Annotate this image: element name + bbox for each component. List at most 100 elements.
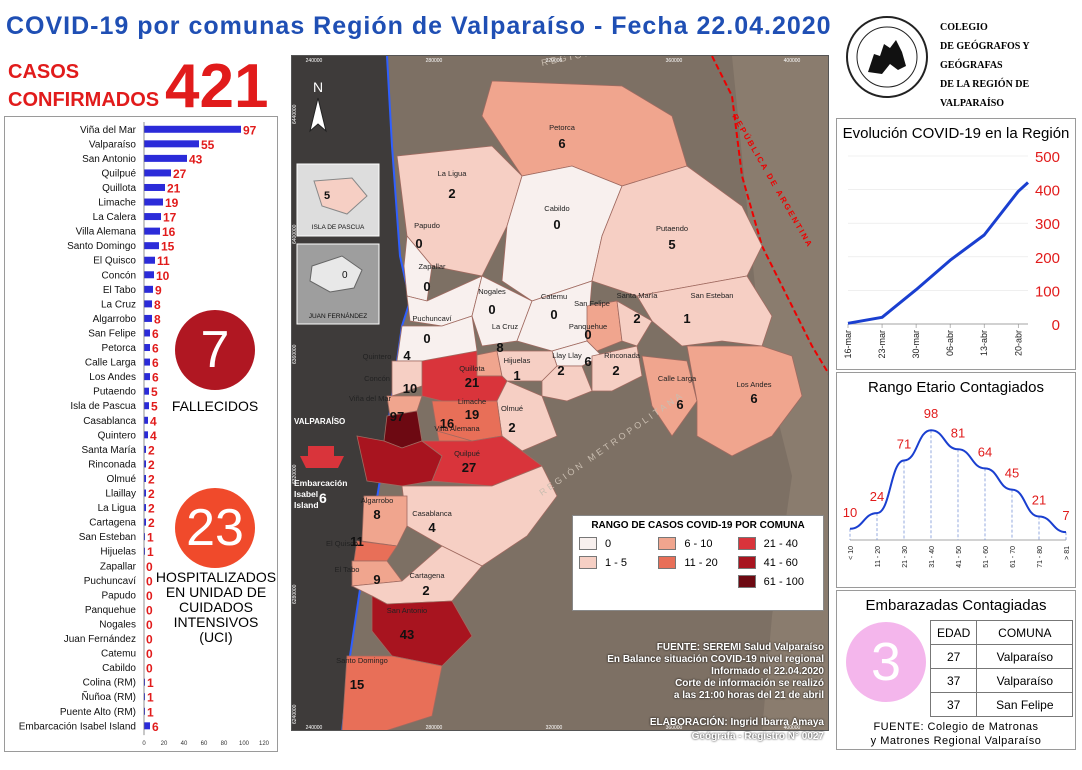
edad-value-label: 10	[843, 505, 857, 520]
legend-label: 1 - 5	[605, 556, 628, 569]
legend-item: 1 - 5	[579, 556, 658, 569]
legend-swatch	[737, 537, 756, 550]
bar	[144, 489, 146, 497]
comuna-name-label: Casablanca	[412, 509, 452, 518]
comuna-name-label: Rinconada	[604, 351, 641, 360]
legend-swatch	[737, 556, 756, 569]
comuna-name-label: Algarrobo	[361, 496, 394, 505]
evo-y-tick: 200	[1035, 250, 1060, 267]
bar-category-label: El Tabo	[103, 285, 137, 296]
bar-category-label: Algarrobo	[93, 314, 137, 325]
table-row: 27 Valparaíso	[929, 644, 1074, 669]
bar-category-label: Colina (RM)	[83, 678, 136, 689]
bar-value-label: 8	[154, 298, 161, 312]
bar-category-label: Petorca	[102, 343, 137, 354]
comuna-name-label: Quintero	[363, 352, 392, 361]
bar-value-label: 0	[146, 589, 153, 603]
source-line: FUENTE: SEREMI Salud Valparaíso	[656, 642, 824, 653]
bar-value-label: 9	[155, 283, 162, 297]
comuna-calle-larga[interactable]	[641, 355, 698, 437]
evo-y-tick: 300	[1035, 216, 1060, 233]
comuna-los-andes[interactable]	[686, 345, 803, 457]
bar-value-label: 0	[146, 574, 153, 588]
bar-value-label: 21	[167, 181, 181, 195]
legend-label: 0	[605, 537, 612, 550]
comuna-value-label: 0	[488, 302, 495, 317]
legend-swatch	[658, 556, 677, 569]
legend-item: 11 - 20	[658, 556, 737, 569]
bar-value-label: 17	[163, 211, 177, 225]
bar-value-label: 5	[151, 400, 158, 414]
edad-value-label: 64	[978, 444, 992, 459]
page-title: COVID-19 por comunas Región de Valparaís…	[6, 12, 832, 40]
legend-item: 41 - 60	[737, 556, 817, 569]
comuna-algarrobo[interactable]	[361, 495, 408, 547]
comuna-value-label: 0	[415, 236, 422, 251]
legend-swatch	[737, 575, 756, 588]
comuna-name-label: Limache	[458, 397, 486, 406]
bar-value-label: 4	[150, 414, 157, 428]
comuna-value-label: 15	[350, 677, 364, 692]
comuna-value-label: 10	[403, 381, 417, 396]
comuna-rinconada[interactable]	[591, 345, 643, 392]
comuna-value-label: 1	[683, 311, 690, 326]
comuna-name-label: Quillota	[459, 364, 485, 373]
bar-value-label: 2	[148, 458, 155, 472]
comuna-value-label: 6	[750, 391, 757, 406]
comuna-san-felipe[interactable]	[586, 300, 623, 352]
uci-label: HOSPITALIZADOS EN UNIDAD DE CUIDADOS INT…	[152, 570, 280, 645]
embarazadas-source: FUENTE: Colegio de Matronas y Matrones R…	[836, 720, 1076, 748]
bar-x-tick: 80	[221, 741, 228, 747]
comuna-value-label: 8	[373, 507, 380, 522]
bar-value-label: 4	[150, 429, 157, 443]
comuna-name-label: El Tabo	[335, 565, 360, 574]
bar-value-label: 0	[146, 603, 153, 617]
region-map[interactable]: Petorca 6 La Ligua 2 Cabildo 0 Putaendo 5 Papudo…	[291, 55, 829, 731]
legend-swatch	[579, 556, 597, 569]
north-label: N	[313, 79, 323, 95]
bar-value-label: 8	[154, 312, 161, 326]
evo-x-tick: 23-mar	[877, 330, 887, 359]
casos-label: CASOS CONFIRMADOS	[8, 58, 159, 114]
bar	[144, 416, 148, 424]
bar-category-label: Papudo	[102, 590, 137, 601]
map-source: FUENTE: SEREMI Salud Valparaíso En Balanc…	[556, 642, 824, 702]
bar-value-label: 15	[161, 240, 175, 254]
edad-value-label: 71	[897, 436, 911, 451]
comuna-name-label: Petorca	[549, 123, 576, 132]
comuna-name-label: Zapallar	[418, 262, 446, 271]
map-coord-bottom: 280000	[426, 725, 443, 731]
embarcacion-label: Island	[294, 500, 319, 510]
comuna-santo-domingo[interactable]	[341, 655, 443, 731]
comuna-value-label: 0	[553, 217, 560, 232]
edad-series-line	[849, 429, 1067, 534]
bar	[144, 358, 150, 366]
comuna-name-label: Nogales	[478, 287, 506, 296]
comuna-san-antonio[interactable]	[371, 595, 473, 667]
comuna-value-label: 43	[400, 627, 414, 642]
legend-swatch	[658, 537, 677, 550]
map-coord-top: 400000	[784, 58, 801, 64]
col-edad: EDAD	[929, 620, 978, 645]
north-arrow-icon	[309, 97, 327, 133]
bar-category-label: Olmué	[107, 474, 137, 485]
legend-item: 0	[579, 537, 658, 550]
edad-x-tick: 31 - 40	[929, 546, 936, 568]
bar-value-label: 55	[201, 138, 215, 152]
bar-category-label: Quintero	[98, 430, 137, 441]
legend-item: 21 - 40	[737, 537, 817, 550]
bar-x-tick: 120	[259, 741, 270, 747]
evo-series-line	[847, 181, 1030, 325]
legend-item	[658, 575, 737, 588]
comuna-name-label: Quilpué	[454, 449, 480, 458]
bar-category-label: La Calera	[93, 212, 137, 223]
bar-category-label: Isla de Pascua	[70, 401, 136, 412]
comuna-value-label: 0	[423, 279, 430, 294]
comuna-name-label: San Felipe	[574, 299, 610, 308]
bar-value-label: 0	[146, 560, 153, 574]
comuna-casablanca[interactable]	[401, 465, 558, 567]
bar-x-tick: 20	[161, 741, 168, 747]
comuna-putaendo[interactable]	[591, 165, 763, 297]
bar-category-label: Viña del Mar	[80, 125, 137, 136]
edad-value-label: 24	[870, 489, 884, 504]
